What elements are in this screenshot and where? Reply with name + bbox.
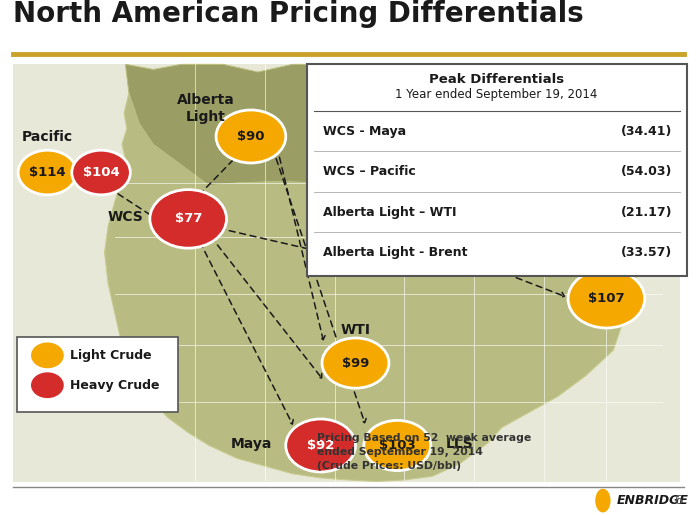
- Polygon shape: [445, 167, 460, 185]
- Text: ENBRIDGE: ENBRIDGE: [617, 494, 689, 507]
- Text: Pricing Based on 52  week average
ended September 19, 2014
(Crude Prices: USD/bb: Pricing Based on 52 week average ended S…: [317, 433, 531, 471]
- Text: $103: $103: [379, 439, 415, 452]
- Text: $77: $77: [174, 212, 202, 226]
- Text: Light Crude: Light Crude: [70, 349, 151, 362]
- Ellipse shape: [568, 269, 645, 328]
- Text: Alberta Light – WTI: Alberta Light – WTI: [323, 205, 457, 218]
- Text: Alberta
Light: Alberta Light: [177, 93, 234, 124]
- Ellipse shape: [30, 341, 65, 369]
- Polygon shape: [404, 149, 453, 167]
- Text: Pacific: Pacific: [22, 130, 73, 144]
- Text: $99: $99: [342, 356, 369, 370]
- Ellipse shape: [30, 371, 65, 399]
- Text: $90: $90: [237, 130, 265, 143]
- Text: LLS: LLS: [446, 437, 474, 452]
- Text: $107: $107: [588, 292, 625, 305]
- Text: North American Pricing Differentials: North American Pricing Differentials: [13, 1, 583, 28]
- Polygon shape: [484, 178, 509, 188]
- Text: Peak Differentials: Peak Differentials: [429, 73, 564, 87]
- Text: $93: $93: [376, 235, 404, 249]
- Text: Brent: Brent: [585, 256, 628, 270]
- Polygon shape: [464, 157, 488, 178]
- Text: 1 Year ended September 19, 2014: 1 Year ended September 19, 2014: [395, 88, 598, 101]
- Text: WCS – Pacific: WCS – Pacific: [323, 165, 415, 178]
- Text: WTI: WTI: [340, 323, 371, 337]
- Text: $114: $114: [29, 166, 66, 179]
- Ellipse shape: [355, 216, 425, 268]
- Text: $92: $92: [307, 439, 335, 452]
- Text: Bakken
Light: Bakken Light: [432, 201, 489, 231]
- Text: (33.57): (33.57): [621, 246, 673, 259]
- Polygon shape: [105, 64, 676, 482]
- Text: (34.41): (34.41): [621, 125, 673, 138]
- Ellipse shape: [216, 110, 286, 163]
- FancyBboxPatch shape: [17, 337, 178, 412]
- Text: WCS: WCS: [107, 210, 143, 225]
- FancyBboxPatch shape: [307, 64, 687, 276]
- Text: Maya: Maya: [231, 437, 272, 452]
- Text: (54.03): (54.03): [621, 165, 673, 178]
- Text: Heavy Crude: Heavy Crude: [70, 379, 159, 392]
- Text: $104: $104: [83, 166, 119, 179]
- Polygon shape: [509, 173, 528, 181]
- Ellipse shape: [595, 489, 611, 512]
- Ellipse shape: [150, 190, 227, 248]
- Ellipse shape: [322, 338, 389, 388]
- Ellipse shape: [286, 419, 355, 472]
- Ellipse shape: [364, 420, 431, 471]
- Ellipse shape: [18, 150, 77, 195]
- FancyBboxPatch shape: [13, 64, 680, 482]
- Text: (21.17): (21.17): [621, 205, 673, 218]
- Polygon shape: [125, 64, 666, 185]
- Ellipse shape: [72, 150, 130, 195]
- Text: 6: 6: [674, 494, 682, 507]
- Text: Alberta Light - Brent: Alberta Light - Brent: [323, 246, 467, 259]
- Text: WCS - Maya: WCS - Maya: [323, 125, 406, 138]
